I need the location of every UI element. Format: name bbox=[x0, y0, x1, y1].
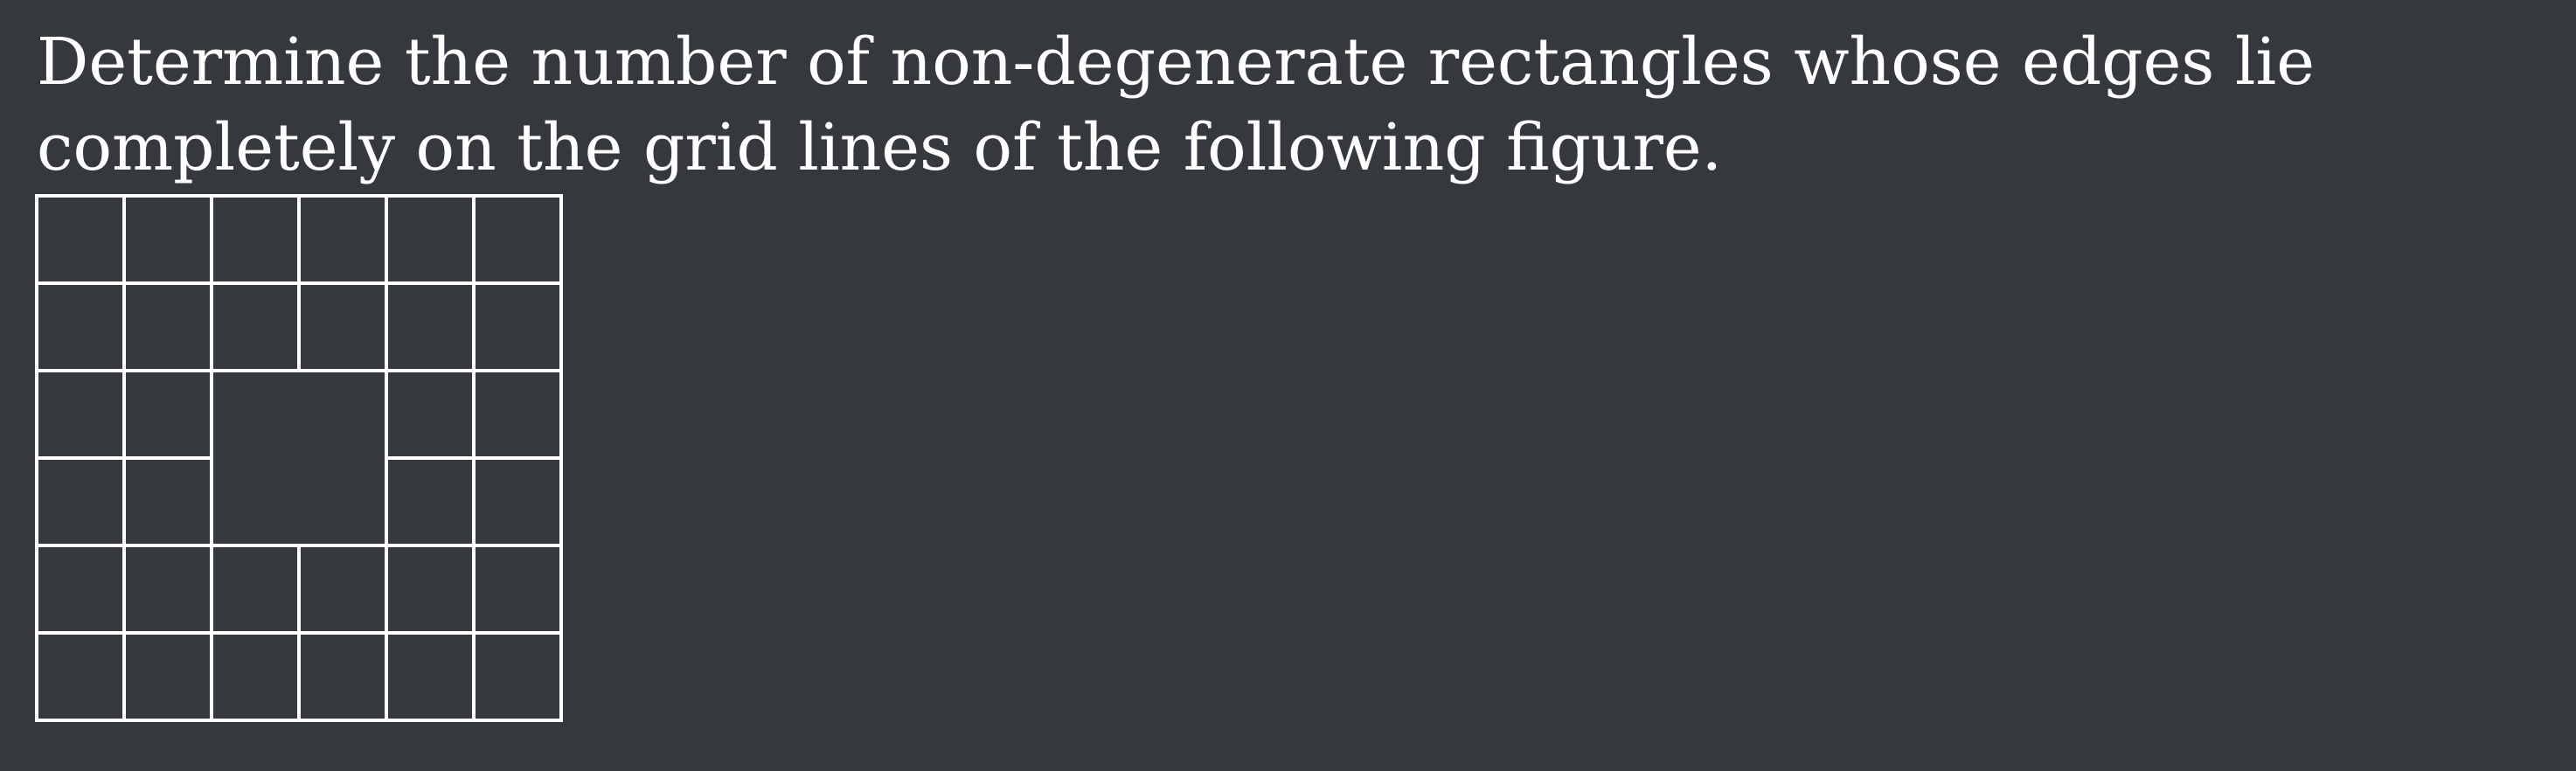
problem-statement: Determine the number of non-degenerate r… bbox=[37, 24, 2316, 185]
